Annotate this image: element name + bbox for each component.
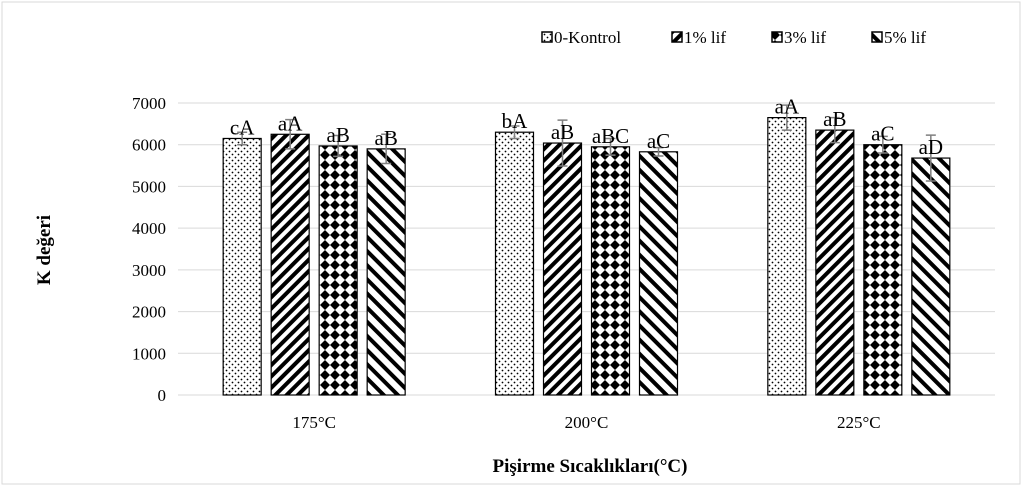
error-bar: [285, 118, 296, 150]
significance-label: aA: [278, 111, 303, 135]
error-bar: [381, 133, 392, 165]
bar: [366, 148, 406, 396]
error-bar: [557, 119, 568, 167]
error-bar: [781, 104, 792, 131]
significance-label: aB: [823, 107, 846, 131]
significance-label: aBC: [592, 124, 629, 148]
x-axis-title: Pişirme Sıcaklıkları(°C): [493, 456, 688, 477]
bar: [863, 144, 903, 396]
significance-label: aC: [871, 122, 894, 146]
y-tick-label: 2000: [132, 303, 166, 322]
error-bar: [877, 135, 888, 154]
bar: [270, 133, 310, 396]
y-tick-label: 4000: [132, 219, 166, 238]
error-bar: [333, 134, 344, 158]
legend-label: 3% lif: [784, 28, 826, 47]
bar: [638, 151, 679, 396]
legend-label: 0-Kontrol: [554, 28, 621, 47]
error-bar: [925, 134, 936, 182]
bar: [590, 146, 631, 396]
y-tick-label: 1000: [132, 344, 166, 363]
y-tick-label: 5000: [132, 177, 166, 196]
y-tick-label: 7000: [132, 94, 166, 113]
significance-label: aA: [775, 95, 800, 119]
significance-label: aB: [551, 120, 574, 144]
error-bar: [237, 131, 248, 146]
bar: [911, 157, 951, 396]
bar: [542, 142, 583, 396]
legend-swatch: [541, 31, 553, 43]
bar: [767, 116, 807, 396]
error-bar: [509, 125, 520, 140]
x-tick-label: 175°C: [292, 413, 336, 432]
significance-label: bA: [502, 109, 529, 133]
bar: [318, 145, 358, 396]
y-tick-label: 3000: [132, 261, 166, 280]
y-axis-title: K değeri: [34, 215, 55, 285]
legend-swatch: [871, 31, 883, 43]
legend-swatch: [771, 31, 783, 43]
y-tick-label: 0: [158, 386, 167, 405]
significance-label: aB: [327, 123, 350, 147]
legend-label: 5% lif: [884, 28, 926, 47]
error-bar: [605, 137, 616, 156]
error-bar: [829, 116, 840, 144]
x-tick-label: 200°C: [565, 413, 609, 432]
bar: [222, 137, 262, 396]
legend-label: 1% lif: [684, 28, 726, 47]
significance-label: cA: [230, 115, 255, 139]
x-tick-label: 225°C: [837, 413, 881, 432]
bar: [494, 131, 535, 396]
significance-label: aC: [647, 129, 670, 153]
bar: [815, 129, 855, 396]
y-tick-label: 6000: [132, 136, 166, 155]
significance-label: aB: [375, 126, 398, 150]
legend-swatch: [671, 31, 683, 43]
significance-label: aD: [919, 135, 944, 159]
error-bar: [653, 146, 664, 157]
